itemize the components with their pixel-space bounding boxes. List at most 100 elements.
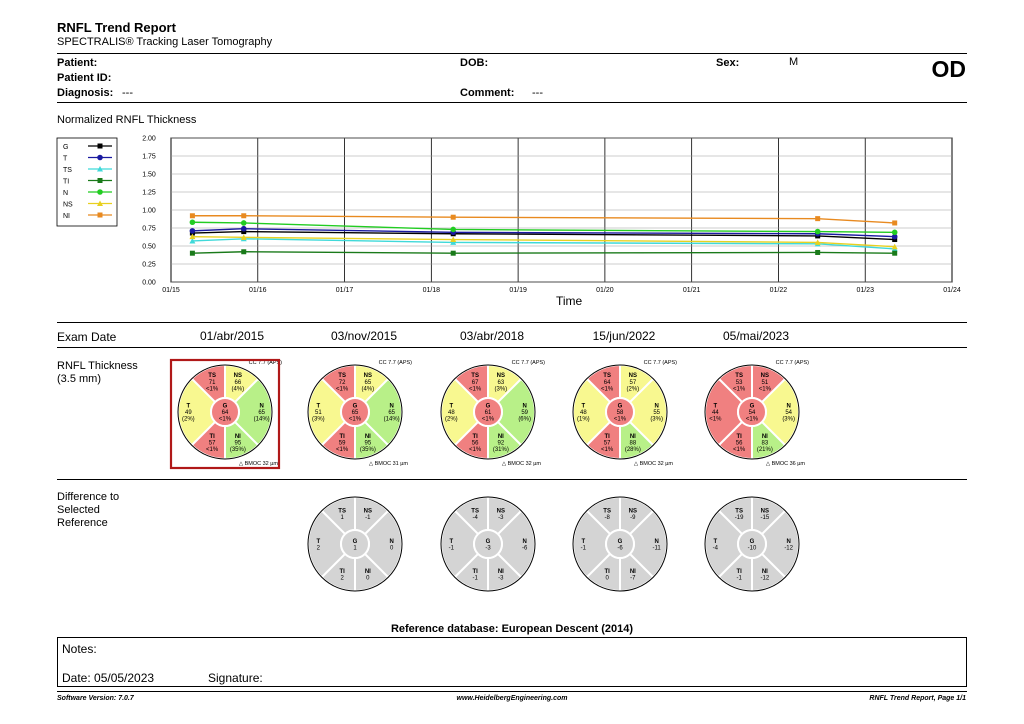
thickness-circle-1: TS71<1%NS66(4%)T49(2%)G64<1%N65(14%)TI57… <box>177 363 273 461</box>
data-point <box>189 237 196 244</box>
patient-divider <box>57 102 967 103</box>
thickness-circle-5: TS53<1%NS51<1%T44<1%G54<1%N54(3%)TI56<1%… <box>704 363 800 461</box>
circle-outline <box>177 364 273 460</box>
circle-outline <box>440 496 536 592</box>
sector-text-ns: -15 <box>761 515 770 521</box>
sector-text-ti: 56 <box>736 440 743 446</box>
bmo-label: △ BMOC 32 µm <box>239 461 279 467</box>
data-point <box>892 250 898 256</box>
data-point <box>189 219 196 226</box>
data-point <box>450 236 457 243</box>
sector-text-g: 64 <box>222 410 229 416</box>
sector-text-ts: -4 <box>472 515 478 521</box>
thickness-circle-2: TS72<1%NS65(4%)T51(3%)G65<1%N65(14%)TI59… <box>307 363 403 461</box>
exam-date-5: 05/mai/2023 <box>722 329 790 343</box>
sector-text-ni: (28%) <box>625 447 641 453</box>
exam-date-3: 03/abr/2018 <box>459 329 525 343</box>
y-tick-label: 0.25 <box>142 262 156 269</box>
sector-text-n: -11 <box>653 545 662 551</box>
chart-grid: 01/15 01/16 01/17 01/18 01/19 01/20 01/21 01/22… <box>142 136 961 295</box>
sector-text-ni: 88 <box>630 440 637 446</box>
thickness-circles: TS71<1%NS66(4%)T49(2%)G64<1%N65(14%)TI57… <box>169 358 809 470</box>
series-line <box>192 235 895 248</box>
patient-label: Patient: <box>57 57 98 69</box>
x-tick-label: 01/17 <box>336 287 354 294</box>
difference-circles: TS1NS-1T2G1N0TI2NI0TS-4NS-3T-1G-3N-6TI-1… <box>307 495 800 593</box>
sector-text-t: (2%) <box>182 417 195 423</box>
data-point <box>241 229 247 235</box>
exam-date-divider <box>57 347 967 348</box>
sector-text-ni: (31%) <box>493 447 509 453</box>
thickness-circle-3: TS67<1%NS63(3%)T48(2%)G61<1%N59(6%)TI56<… <box>440 363 536 461</box>
data-point <box>892 237 898 243</box>
sector-text-ns: NS <box>497 509 505 515</box>
sector-text-ns: NS <box>364 373 372 379</box>
exam-date-2: 03/nov/2015 <box>330 329 398 343</box>
exam-date-label: Exam Date <box>57 330 117 344</box>
sector-text-g: <1% <box>614 417 627 423</box>
sector-text-g: G <box>486 539 491 545</box>
sector-text-ns: -1 <box>365 515 371 521</box>
sector-text-ni: 83 <box>762 440 769 446</box>
sector-text-n: N <box>389 539 393 545</box>
signature-label: Signature: <box>208 671 263 685</box>
sector-text-ns: 66 <box>235 380 242 386</box>
report-subtitle: SPECTRALIS® Tracking Laser Tomography <box>57 36 273 48</box>
sector-text-g: <1% <box>482 417 495 423</box>
sector-text-n: (14%) <box>384 417 400 423</box>
sector-text-ns: 65 <box>365 380 372 386</box>
sector-text-ti: TI <box>472 569 478 575</box>
sector-text-ts: 71 <box>209 380 216 386</box>
sector-g <box>473 397 503 427</box>
legend-label: NS <box>63 202 73 209</box>
sector-text-n: N <box>522 404 526 410</box>
sector-text-ns: -3 <box>498 515 504 521</box>
bmo-label: △ BMOC 31 µm <box>369 461 409 467</box>
sector-g <box>605 529 635 559</box>
sector-text-ti: TI <box>736 434 742 440</box>
series-line <box>192 221 895 234</box>
sector-text-g: -10 <box>748 545 757 551</box>
sector-text-g: G <box>750 404 755 410</box>
sector-text-ni: 92 <box>498 440 505 446</box>
data-point <box>450 239 457 245</box>
sector-text-ti: -1 <box>736 576 742 582</box>
series-n <box>189 219 898 236</box>
data-point <box>450 226 457 233</box>
sector-text-ts: <1% <box>601 386 614 392</box>
diagnosis-label: Diagnosis: <box>57 87 114 99</box>
sector-text-g: <1% <box>219 417 232 423</box>
data-point <box>891 233 898 240</box>
sector-text-ni: (21%) <box>757 447 773 453</box>
sex-value: M <box>789 56 799 68</box>
sector-text-t: -1 <box>581 545 587 551</box>
circle-outline <box>307 364 403 460</box>
sector-text-ns: 57 <box>630 380 637 386</box>
thickness-label-line1: RNFL Thickness <box>57 360 138 372</box>
data-point <box>97 166 103 172</box>
sector-text-ti: TI <box>604 434 610 440</box>
header-divider <box>57 53 967 54</box>
sector-text-n: N <box>654 539 658 545</box>
sector-text-n: 54 <box>785 410 792 416</box>
sector-text-ts: 1 <box>340 515 344 521</box>
sector-text-ti: <1% <box>206 447 219 453</box>
sector-text-t: 49 <box>185 410 192 416</box>
sector-text-n: N <box>389 404 393 410</box>
difference-label-line3: Reference <box>57 517 108 529</box>
sector-text-ts: <1% <box>206 386 219 392</box>
sector-text-n: 65 <box>388 410 395 416</box>
sector-text-g: G <box>223 404 228 410</box>
sector-text-n: N <box>786 404 790 410</box>
exam-date-4: 15/jun/2022 <box>592 329 656 343</box>
y-tick-label: 2.00 <box>142 136 156 143</box>
data-point <box>815 249 821 255</box>
sector-text-g: G <box>618 539 623 545</box>
data-point <box>814 228 821 235</box>
sector-text-n: (14%) <box>254 417 270 423</box>
sector-text-ts: 72 <box>339 380 346 386</box>
comment-value: --- <box>532 87 543 99</box>
thickness-circle-4: TS64<1%NS57(2%)T48(1%)G58<1%N55(3%)TI57<… <box>572 363 668 461</box>
sector-text-n: N <box>786 539 790 545</box>
data-point <box>97 143 103 149</box>
